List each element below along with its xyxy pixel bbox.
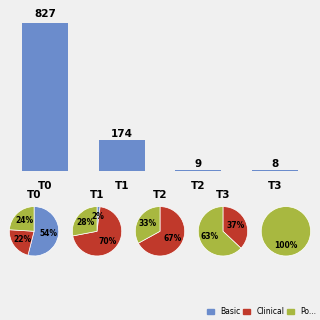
Wedge shape (135, 207, 160, 243)
Wedge shape (9, 230, 34, 255)
Text: 100%: 100% (274, 241, 298, 250)
Wedge shape (28, 207, 59, 256)
Wedge shape (72, 207, 97, 236)
Text: 827: 827 (34, 9, 56, 19)
Bar (99, 140, 145, 172)
Title: T1: T1 (90, 190, 104, 200)
Text: 33%: 33% (139, 220, 157, 228)
Wedge shape (9, 207, 34, 231)
Text: 28%: 28% (77, 218, 95, 227)
Text: 67%: 67% (163, 234, 181, 243)
Text: 9: 9 (195, 159, 202, 169)
Legend: Basic, Clinical, Po...: Basic, Clinical, Po... (207, 307, 316, 316)
Text: T3: T3 (268, 181, 282, 191)
Wedge shape (138, 207, 185, 256)
Bar (175, 170, 221, 172)
Wedge shape (223, 207, 248, 248)
Text: 24%: 24% (15, 216, 33, 225)
Wedge shape (261, 207, 311, 256)
Text: 54%: 54% (39, 228, 57, 237)
Text: T2: T2 (191, 181, 205, 191)
Bar (252, 170, 298, 172)
Text: 174: 174 (111, 129, 133, 139)
Wedge shape (198, 207, 241, 256)
Text: T0: T0 (38, 181, 52, 191)
Bar (22, 23, 68, 172)
Text: 22%: 22% (13, 235, 32, 244)
Title: T3: T3 (216, 190, 230, 200)
Text: 70%: 70% (98, 236, 116, 245)
Title: T0: T0 (27, 190, 41, 200)
Wedge shape (73, 207, 122, 256)
Text: 2%: 2% (92, 212, 104, 221)
Text: 63%: 63% (201, 232, 219, 242)
Text: T1: T1 (115, 181, 129, 191)
Text: 8: 8 (271, 159, 278, 169)
Title: T2: T2 (153, 190, 167, 200)
Text: 37%: 37% (227, 221, 245, 230)
Wedge shape (97, 207, 100, 231)
